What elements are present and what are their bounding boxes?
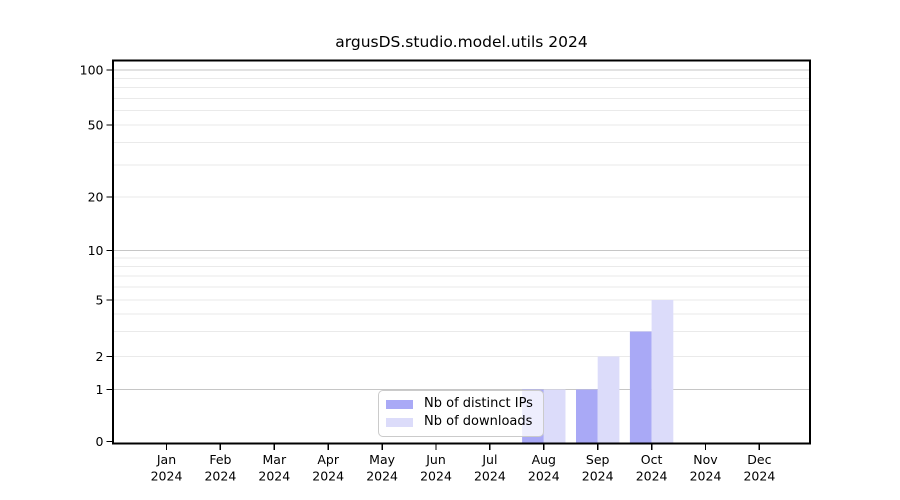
x-tick-label-month-jan: Jan: [156, 452, 176, 467]
y-tick-label-2: 2: [96, 349, 104, 364]
x-tick-label-month-nov: Nov: [693, 452, 718, 467]
y-tick-label-1: 1: [96, 382, 104, 397]
x-tick-label-month-jul: Jul: [481, 452, 497, 467]
x-tick-label-month-feb: Feb: [209, 452, 231, 467]
x-tick-label-year-jun: 2024: [420, 469, 452, 484]
x-tick-label-year-sep: 2024: [582, 469, 614, 484]
x-tick-label-year-mar: 2024: [258, 469, 290, 484]
bar-oct-distinct-ips: [629, 331, 652, 443]
x-tick-label-month-jun: Jun: [425, 452, 446, 467]
y-tick-label-10: 10: [88, 243, 104, 258]
x-tick-label-month-apr: Apr: [317, 452, 339, 467]
x-tick-label-month-may: May: [369, 452, 395, 467]
legend-swatch-downloads: [386, 417, 413, 427]
x-tick-label-year-nov: 2024: [690, 469, 722, 484]
x-tick-label-month-aug: Aug: [532, 452, 556, 467]
x-tick-label-month-mar: Mar: [263, 452, 287, 467]
bar-sep-downloads: [597, 356, 620, 443]
y-tick-label-0: 0: [96, 434, 104, 449]
chart-title: argusDS.studio.model.utils 2024: [335, 33, 588, 51]
legend-item-distinct-ips: Nb of distinct IPs: [386, 396, 535, 412]
bar-oct-downloads: [651, 300, 674, 443]
x-tick-label-year-oct: 2024: [636, 469, 668, 484]
legend-item-downloads: Nb of downloads: [386, 414, 535, 430]
legend-label-downloads: Nb of downloads: [424, 414, 533, 429]
y-tick-label-100: 100: [80, 62, 104, 77]
y-tick-label-20: 20: [88, 189, 104, 204]
x-tick-label-year-dec: 2024: [743, 469, 775, 484]
bar-sep-distinct-ips: [576, 389, 598, 443]
x-tick-label-year-feb: 2024: [204, 469, 236, 484]
bar-aug-downloads: [543, 389, 566, 443]
y-tick-label-50: 50: [88, 117, 104, 132]
x-tick-label-year-may: 2024: [366, 469, 398, 484]
legend: Nb of distinct IPs Nb of downloads: [378, 390, 544, 437]
x-tick-label-year-jan: 2024: [151, 469, 183, 484]
y-tick-label-5: 5: [96, 292, 104, 307]
x-tick-label-month-oct: Oct: [641, 452, 663, 467]
legend-swatch-distinct-ips: [386, 400, 413, 410]
x-tick-label-year-apr: 2024: [312, 469, 344, 484]
legend-label-distinct-ips: Nb of distinct IPs: [424, 396, 533, 412]
axes-spines: [112, 59, 811, 445]
x-tick-label-year-aug: 2024: [528, 469, 560, 484]
x-tick-label-month-dec: Dec: [747, 452, 771, 467]
x-tick-label-month-sep: Sep: [586, 452, 610, 467]
x-tick-label-year-jul: 2024: [474, 469, 506, 484]
